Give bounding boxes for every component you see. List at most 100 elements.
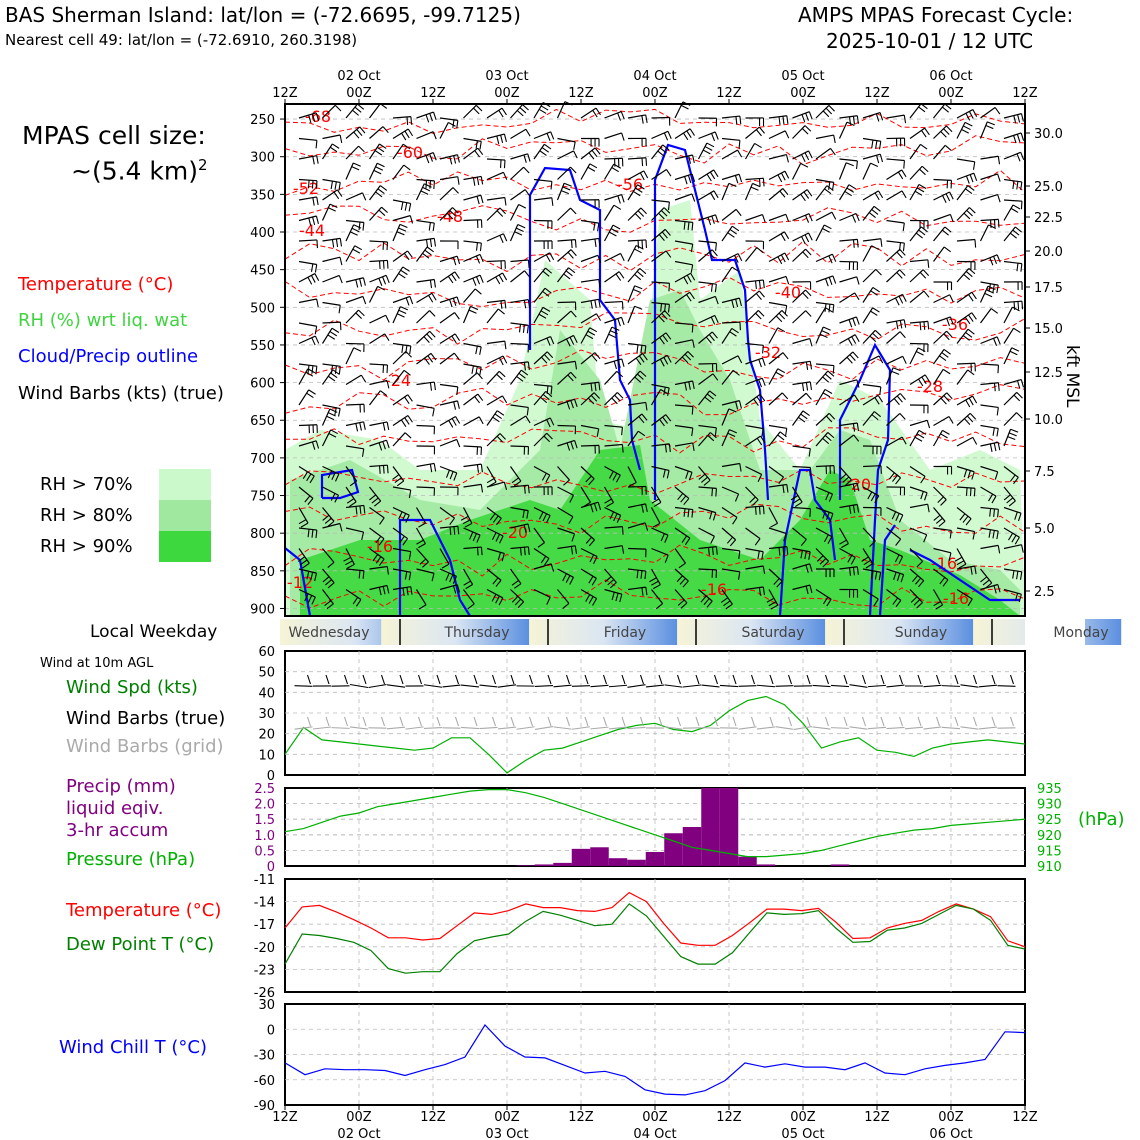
wind-barb-flag [879,112,884,121]
wind-barb-flag [315,529,318,539]
wind-barb-flag [432,152,437,161]
wind-barb-flag [550,131,555,140]
wind-barb-shaft [674,219,693,224]
pressure-unit: (hPa) [1078,809,1125,830]
wind-barb-shaft [886,240,905,244]
wind-barb-flag [682,580,689,588]
wind-barb-shaft [416,278,435,283]
pressure-label: Pressure (hPa) [66,849,196,870]
wind-barb-21 [792,111,813,123]
wind-barb-720 [463,589,475,610]
wind-barb-flag [314,573,318,582]
wind-barb-shaft [322,274,340,283]
wind-barb-flag [863,559,871,566]
temp-panel-ytick-4: -23 [254,963,275,978]
cloud-outline-0 [528,166,642,471]
wind-barb-flag [800,550,803,559]
wind-barb-flag [1017,301,1020,310]
wind-barb-flag [355,312,362,319]
wind-barb-flag [522,509,525,518]
wind-barb-shaft [392,527,408,540]
wind-barb-flag [542,513,548,522]
wind-barb-385 [604,358,625,370]
wind-barb-flag [825,307,833,313]
wind-barb-flag [467,603,475,610]
windchill-label: Wind Chill T (°C) [59,1037,207,1058]
wind-barb-flag [1014,593,1019,602]
wind-barb-shaft [956,312,973,324]
wind-barb-flag [802,410,810,417]
wind-barb-flag [869,540,876,548]
wind-barb-202 [674,240,694,253]
pressure-tick-10: 750 [250,490,275,505]
wind-barb-144 [768,188,789,201]
cloud-outline-5 [398,518,471,617]
wind-barb-grid-flag-12 [510,716,515,727]
wind-barb-shaft [792,563,810,570]
wind-barb-shaft [533,432,548,447]
wind-barb-flag [878,572,882,581]
wind-barb-123 [1003,178,1023,191]
wind-barb-flag [805,248,812,256]
wind-barb-shaft [533,178,552,183]
legend-rh80-label: RH > 80% [40,505,133,526]
wind-barb-flag [804,550,807,560]
wind-barb-flag [832,304,835,313]
wind-barb-shaft [322,134,341,140]
wind-barb-flag [778,476,784,484]
wind-barb-flag [758,359,762,368]
wind-barb-shaft [815,486,833,495]
wind-barb-669 [721,547,741,559]
wind-barb-shaft [298,486,314,499]
wind-barb-flag [943,395,950,402]
wind-barb-flag [426,246,435,253]
wind-barb-130 [439,187,459,201]
wind-barb-shaft [815,211,833,222]
wind-barb-shaft [463,363,482,368]
wind-barb-grid-flag-19 [639,716,645,727]
wind-barb-36 [416,131,437,140]
wind-barb-shaft [792,337,810,345]
wind-barb-true-flag-19 [639,674,645,685]
wind-barb-252 [392,266,410,283]
wind-barb-shaft [533,417,551,427]
wind-barb-flag [422,252,430,259]
wind-barb-shaft [463,445,482,448]
wind-barb-flag [1017,513,1022,522]
wind-barb-flag [809,338,813,347]
wind-barb-flag [378,558,385,566]
wind-barb-flag [410,116,413,125]
wind-barb-flag [523,524,527,533]
wind-barb-shaft [439,438,457,447]
wind-barb-shaft [768,327,779,344]
wind-barb-shaft [510,270,525,283]
wind-barb-shaft [651,465,670,472]
wind-barb-shaft [369,379,388,386]
wind-barb-693 [557,568,574,585]
wind-barb-shaft [886,293,903,304]
wind-barb-flag [684,176,688,185]
wind-barb-shaft [862,162,872,180]
wind-barb-shaft [298,507,309,524]
precip-bar-30 [830,864,850,866]
wind-barb-true-flag-13 [528,674,534,685]
wind-barb-457 [839,394,860,406]
wind-barb-shaft [886,169,903,181]
wind-barb-true-33 [886,684,905,688]
wind-barb-shaft [698,249,713,262]
wind-barb-441 [463,393,484,406]
wind-barb-shaft [416,178,435,182]
wind-barb-shaft [533,588,551,598]
wind-barb-flag [563,273,571,280]
wind-barb-flag [546,432,553,440]
wind-barb-flag [361,531,365,541]
wind-barb-true-flag-25 [750,674,756,685]
wind-barb-shaft [345,374,362,386]
wind-barb-701 [745,565,766,575]
wind-barb-170 [651,207,671,221]
wind-barb-true-16 [571,685,591,687]
wind-barb-121 [956,172,978,184]
wind-barb-shaft [580,254,599,263]
wind-barb-shaft [651,354,668,365]
wind-barb-flag [827,432,835,439]
